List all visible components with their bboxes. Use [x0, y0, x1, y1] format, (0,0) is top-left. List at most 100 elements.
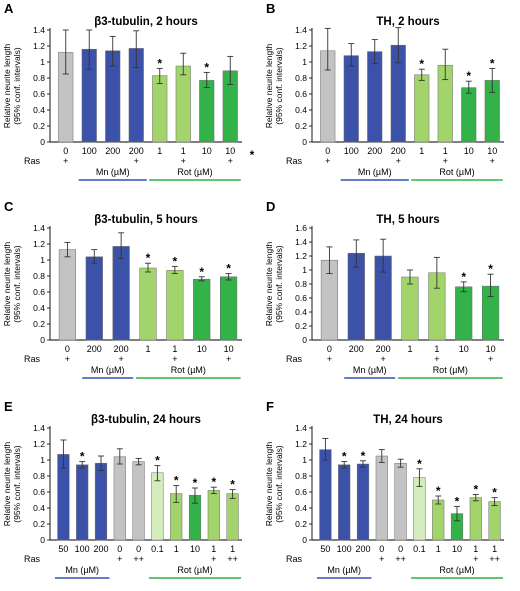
y-tick-label: 0.8	[295, 279, 307, 289]
x-tick-label: 100	[82, 146, 97, 156]
y-tick-label: 1.2	[33, 41, 45, 51]
x-tick-label: 0	[63, 146, 68, 156]
significance-star: *	[173, 254, 178, 268]
x-tick-label: 10	[486, 344, 496, 354]
bar	[367, 51, 383, 143]
y-tick-label: 0.2	[33, 519, 45, 529]
bar	[226, 493, 239, 541]
x-tick-label: 10	[459, 344, 469, 354]
x-tick-label: 0	[398, 544, 403, 554]
bar	[175, 65, 191, 143]
x-tick-label: 1	[211, 544, 216, 554]
ras-marker: +	[327, 354, 332, 364]
y-tick-label: 0.6	[33, 287, 45, 297]
y-axis-label: Relative neurite length(95% conf. interv…	[2, 43, 22, 128]
bar	[193, 278, 211, 341]
x-tick-label: 10	[202, 146, 212, 156]
chart-title: β3-tubulin, 2 hours	[94, 16, 198, 28]
x-tick-label: 1	[157, 146, 162, 156]
x-tick-label: 0.1	[151, 544, 164, 554]
x-tick-label: 10	[197, 344, 207, 354]
x-tick-label: 10	[190, 544, 200, 554]
chart-title: β3-tubulin, 5 hours	[94, 214, 198, 226]
y-tick-label: 1.2	[33, 439, 45, 449]
significance-star: *	[473, 482, 478, 496]
significance-star: *	[230, 478, 235, 492]
x-tick-label: 200	[376, 344, 391, 354]
y-tick-label: 1.4	[33, 223, 45, 233]
significance-star: *	[488, 262, 493, 276]
group-label: Mn (µM)	[96, 167, 130, 177]
y-tick-label: 0.6	[33, 89, 45, 99]
y-tick-label: 0	[302, 535, 307, 545]
ras-marker: +	[181, 156, 186, 166]
chart-panel-f: F TH, 24 hours Relative neurite length(95%…	[264, 399, 504, 579]
group-label: Mn (µM)	[353, 365, 387, 375]
y-tick-label: 1.2	[295, 439, 307, 449]
y-tick-label: 0.2	[295, 519, 307, 529]
chart-title: TH, 24 hours	[373, 414, 443, 426]
ras-marker: +	[228, 156, 233, 166]
bar	[166, 270, 184, 341]
ras-marker: +	[226, 354, 231, 364]
x-tick-label: 0	[117, 544, 122, 554]
y-tick-label: 1.4	[295, 25, 307, 35]
x-tick-label: 1	[419, 146, 424, 156]
x-tick-label: 0	[327, 344, 332, 354]
x-tick-label: 10	[224, 344, 234, 354]
x-tick-label: 50	[58, 544, 68, 554]
y-tick-label: 0	[40, 535, 45, 545]
bar	[414, 74, 430, 143]
ras-marker: +	[172, 354, 177, 364]
x-tick-label: 0	[136, 544, 141, 554]
bar	[139, 267, 157, 341]
x-tick-label: 1	[174, 544, 179, 554]
x-tick-label: 1	[230, 544, 235, 554]
y-tick-label: 1.2	[295, 251, 307, 261]
bar	[401, 276, 419, 341]
y-tick-label: 1.4	[33, 25, 45, 35]
x-tick-label: 0	[325, 146, 330, 156]
bar	[76, 464, 89, 541]
group-label: Mn (µM)	[91, 365, 125, 375]
x-tick-label: 100	[75, 544, 90, 554]
bar	[112, 246, 130, 341]
x-tick-label: 1	[181, 146, 186, 156]
y-tick-label: 1	[302, 455, 307, 465]
x-tick-label: 0.1	[413, 544, 426, 554]
y-tick-label: 0	[302, 137, 307, 147]
significance-star: *	[174, 474, 179, 488]
stray-asterisk: *	[250, 148, 255, 162]
chart-panel-a: Aβ3-tubulin, 2 hours Relative neurite len…	[2, 1, 255, 181]
ras-marker: +	[325, 156, 330, 166]
y-axis-label: Relative neurite length(95% conf. interv…	[2, 441, 22, 526]
panel-letter: D	[266, 199, 275, 214]
y-axis-label: Relative neurite length(95% conf. interv…	[264, 441, 284, 526]
chart-title: TH, 5 hours	[376, 214, 439, 226]
x-tick-label: 1	[434, 344, 439, 354]
significance-star: *	[492, 486, 497, 500]
ras-row-label: Ras	[286, 354, 303, 364]
significance-star: *	[80, 450, 85, 464]
chart-panel-b: B TH, 2 hours Relative neurite length(95% …	[264, 1, 504, 181]
x-tick-label: 1	[407, 344, 412, 354]
ras-marker: ++	[227, 554, 238, 564]
y-tick-label: 1	[302, 57, 307, 67]
x-tick-label: 1	[443, 146, 448, 156]
bar	[152, 75, 168, 143]
ras-marker: ++	[133, 554, 144, 564]
ras-marker: +	[65, 354, 70, 364]
ras-marker: +	[134, 156, 139, 166]
y-tick-label: 0	[302, 335, 307, 345]
significance-star: *	[490, 56, 495, 70]
y-tick-label: 0	[40, 335, 45, 345]
y-tick-label: 0.4	[33, 303, 45, 313]
y-axis-label: Relative neurite length(95% conf. interv…	[2, 241, 22, 326]
y-tick-label: 0.6	[33, 487, 45, 497]
y-tick-label: 0.6	[295, 487, 307, 497]
y-tick-label: 0.8	[33, 73, 45, 83]
bar	[94, 462, 108, 541]
chart-panel-c: Cβ3-tubulin, 5 hours Relative neurite len…	[2, 199, 242, 379]
ras-row-label: Ras	[24, 354, 41, 364]
y-tick-label: 0.8	[295, 471, 307, 481]
